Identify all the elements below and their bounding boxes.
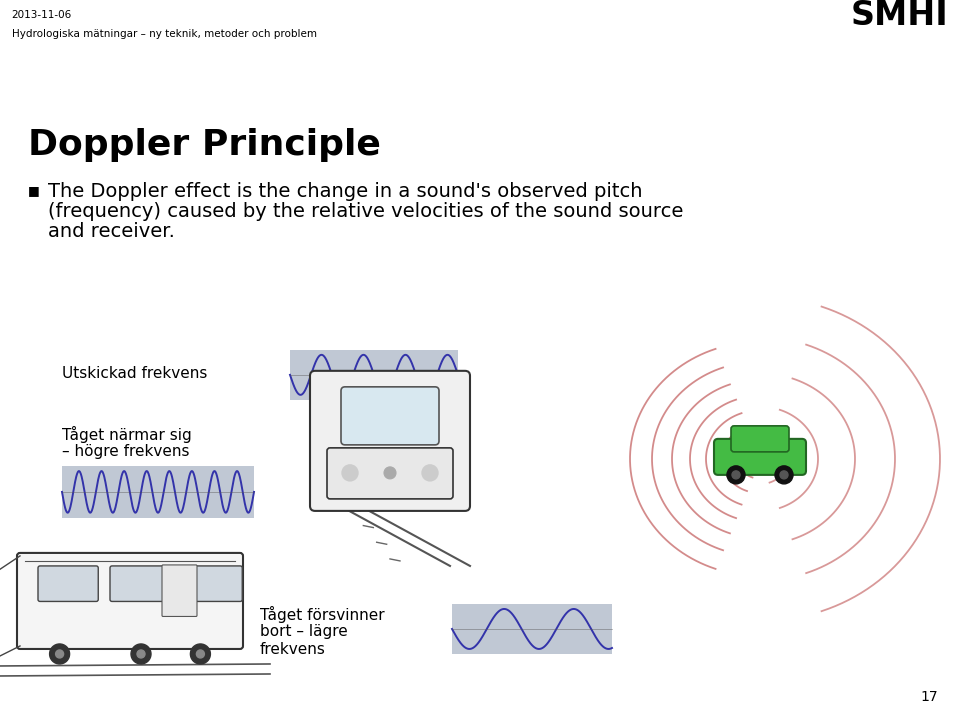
FancyBboxPatch shape bbox=[182, 566, 242, 601]
Circle shape bbox=[727, 466, 745, 484]
Circle shape bbox=[190, 644, 210, 664]
Text: ■: ■ bbox=[28, 183, 39, 197]
Circle shape bbox=[422, 465, 438, 481]
Circle shape bbox=[197, 650, 204, 658]
Text: 2013-11-06: 2013-11-06 bbox=[12, 10, 72, 20]
Text: and receiver.: and receiver. bbox=[48, 222, 175, 241]
Circle shape bbox=[775, 466, 793, 484]
Circle shape bbox=[780, 471, 788, 479]
FancyBboxPatch shape bbox=[162, 565, 197, 616]
FancyBboxPatch shape bbox=[38, 566, 98, 601]
Text: Hydrologiska mätningar – ny teknik, metoder och problem: Hydrologiska mätningar – ny teknik, meto… bbox=[12, 29, 317, 39]
Text: Utskickad frekvens: Utskickad frekvens bbox=[62, 366, 207, 381]
Bar bbox=[62, 466, 254, 518]
Text: – högre frekvens: – högre frekvens bbox=[62, 444, 189, 459]
FancyBboxPatch shape bbox=[731, 426, 789, 452]
Circle shape bbox=[50, 644, 69, 664]
Text: 17: 17 bbox=[921, 690, 938, 704]
Circle shape bbox=[732, 471, 740, 479]
Text: bort – lägre: bort – lägre bbox=[260, 624, 348, 639]
FancyBboxPatch shape bbox=[341, 387, 439, 445]
Circle shape bbox=[384, 467, 396, 479]
FancyBboxPatch shape bbox=[110, 566, 170, 601]
Text: frekvens: frekvens bbox=[260, 642, 325, 657]
FancyBboxPatch shape bbox=[327, 448, 453, 499]
Text: Tåget närmar sig: Tåget närmar sig bbox=[62, 426, 192, 443]
FancyBboxPatch shape bbox=[714, 439, 806, 475]
Text: The Doppler effect is the change in a sound's observed pitch: The Doppler effect is the change in a so… bbox=[48, 182, 642, 201]
Text: SMHI: SMHI bbox=[851, 0, 948, 32]
Text: (frequency) caused by the relative velocities of the sound source: (frequency) caused by the relative veloc… bbox=[48, 202, 684, 221]
Circle shape bbox=[131, 644, 151, 664]
FancyBboxPatch shape bbox=[17, 553, 243, 649]
Circle shape bbox=[342, 465, 358, 481]
Text: Tåget försvinner: Tåget försvinner bbox=[260, 606, 385, 623]
Bar bbox=[452, 604, 612, 654]
Circle shape bbox=[56, 650, 63, 658]
Text: Doppler Principle: Doppler Principle bbox=[28, 128, 381, 161]
FancyBboxPatch shape bbox=[310, 371, 470, 511]
Bar bbox=[290, 350, 458, 400]
Circle shape bbox=[137, 650, 145, 658]
